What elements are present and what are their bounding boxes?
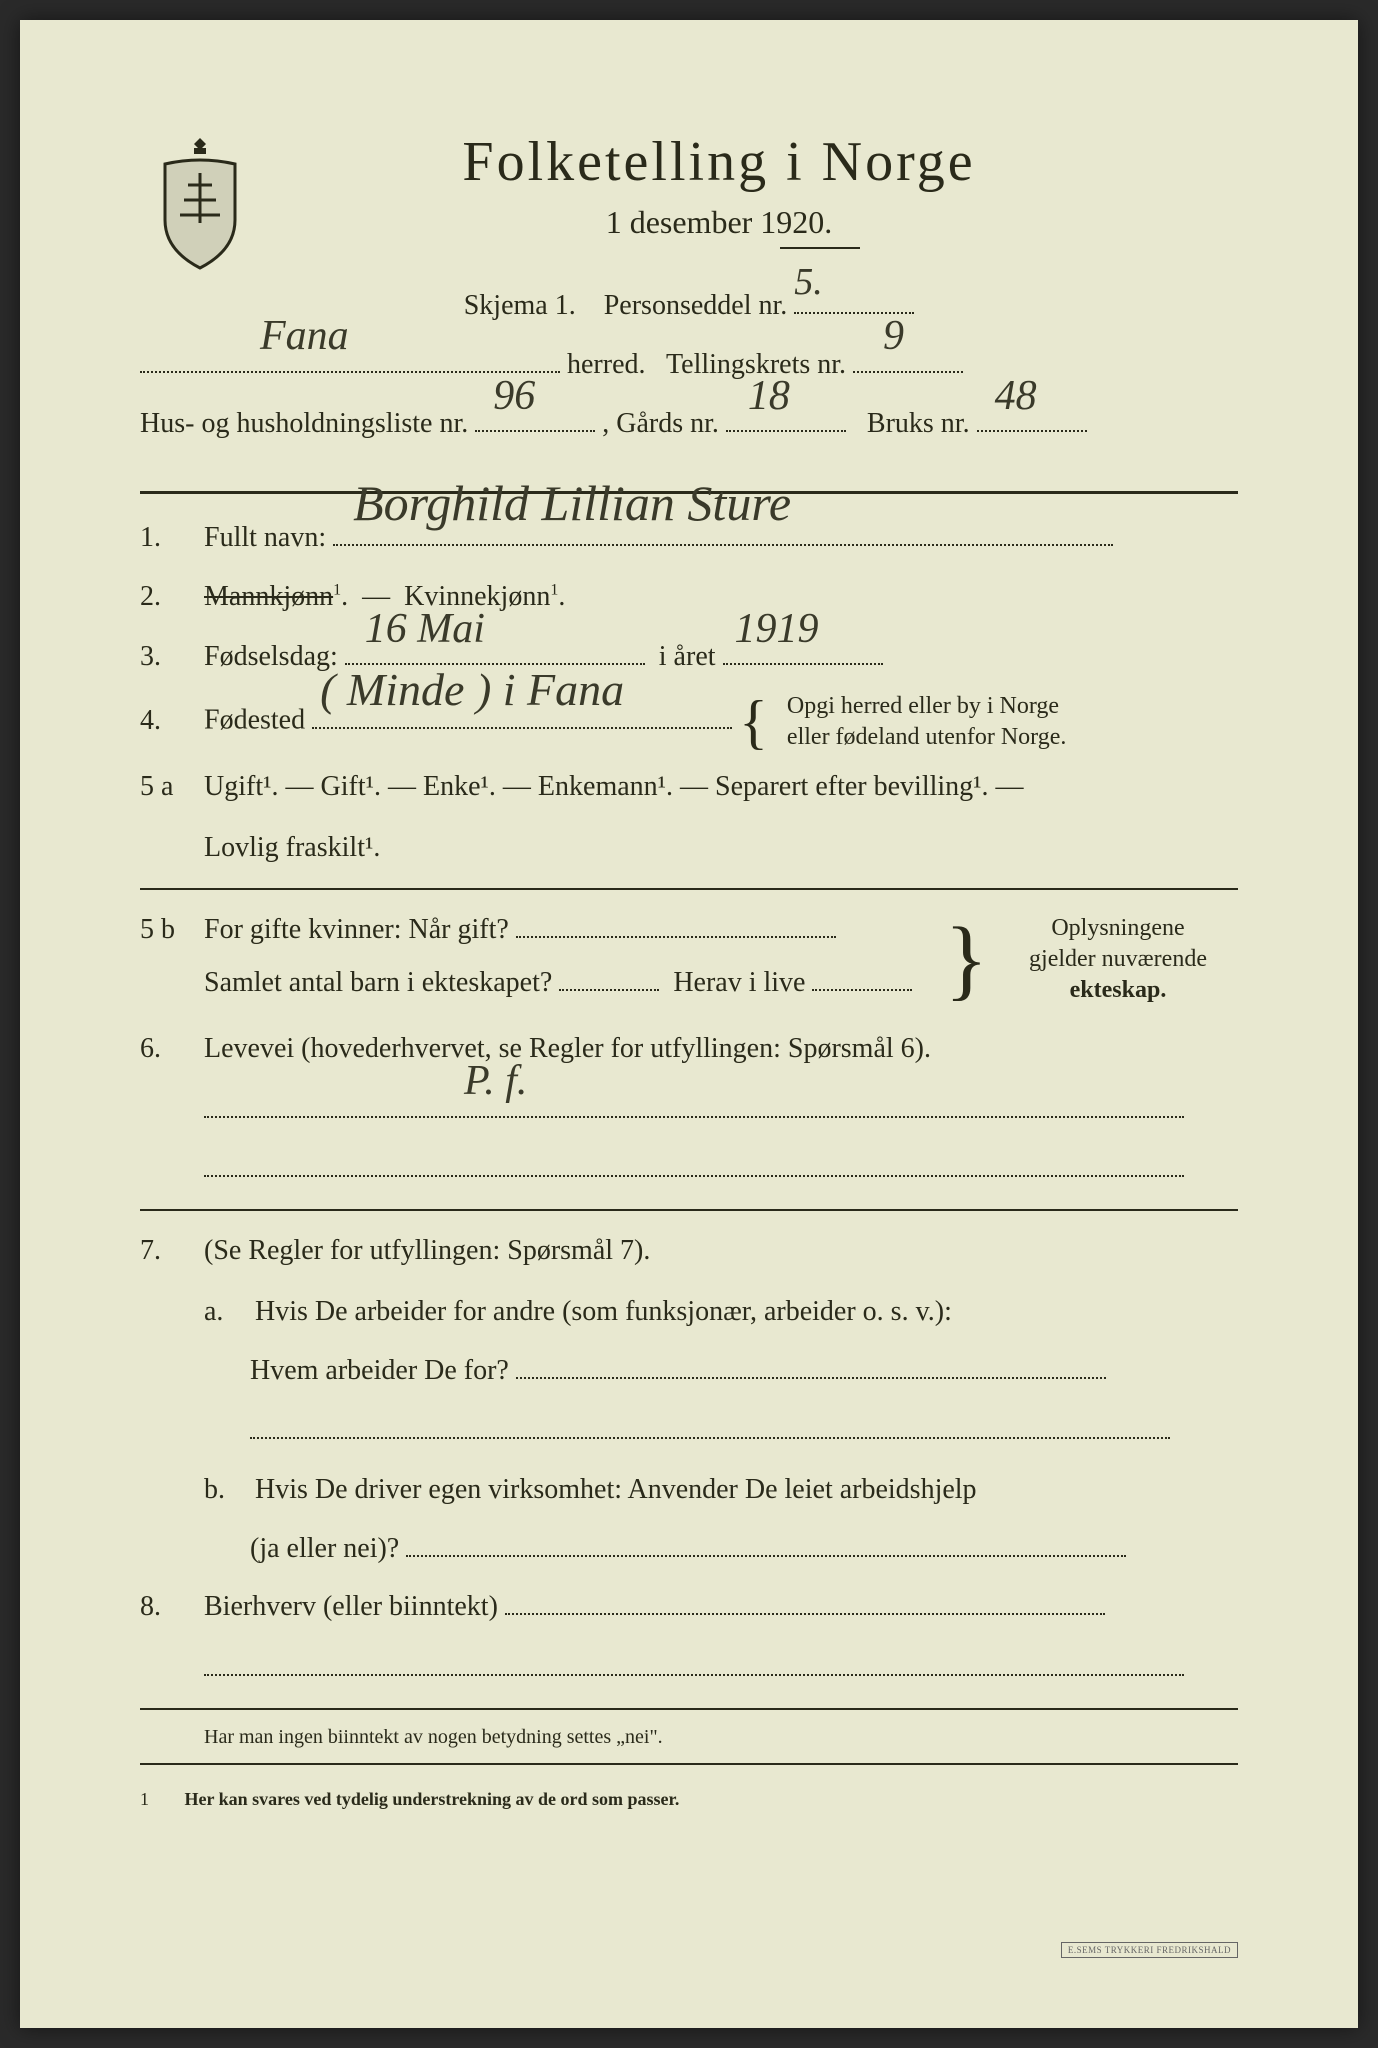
skjema-label: Skjema 1.: [464, 290, 576, 321]
q7a-field2-line: [250, 1404, 1238, 1457]
q1-num: 1.: [140, 512, 204, 564]
herred-line: Fana herred. Tellingskrets nr. 9: [140, 338, 1238, 391]
personseddel-value: 5.: [794, 246, 823, 318]
rule-2: [140, 888, 1238, 890]
q6: 6. Levevei (hovederhvervet, se Regler fo…: [140, 1023, 1238, 1075]
q7a-field2[interactable]: [250, 1409, 1170, 1439]
q5b-l2b: Herav i live: [673, 967, 805, 998]
q4-note: Opgi herred eller by i Norge eller fødel…: [787, 691, 1107, 753]
gards-value: 18: [748, 357, 790, 437]
q5a-text: Ugift¹. — Gift¹. — Enke¹. — Enkemann¹. —…: [204, 771, 1024, 802]
q7-label: (Se Regler for utfyllingen: Spørsmål 7).: [204, 1225, 1238, 1277]
q4-num: 4.: [140, 695, 204, 747]
page-subtitle: 1 desember 1920.: [200, 204, 1238, 241]
gards-field[interactable]: 18: [726, 402, 846, 432]
q3-year-label: i året: [659, 641, 716, 672]
q8: 8. Bierhverv (eller biinntekt): [140, 1581, 1238, 1633]
q3-year-value: 1919: [735, 591, 819, 669]
q7a-field[interactable]: [516, 1349, 1106, 1379]
q8-field2-line: [204, 1641, 1238, 1694]
q6-value: P. f.: [464, 1042, 527, 1122]
q3-year-field[interactable]: 1919: [723, 635, 883, 665]
q3-num: 3.: [140, 631, 204, 683]
q5b-l2a: Samlet antal barn i ekteskapet?: [204, 967, 552, 998]
q7a: a. Hvis De arbeider for andre (som funks…: [204, 1285, 1238, 1338]
q6-field-line: P. f.: [204, 1083, 1238, 1136]
q2-num: 2.: [140, 571, 204, 623]
q5b-l1-label: For gifte kvinner: Når gift?: [204, 914, 509, 945]
personseddel-label: Personseddel nr.: [604, 290, 788, 321]
q7b: b. Hvis De driver egen virksomhet: Anven…: [204, 1463, 1238, 1516]
footnote-nei: Har man ingen biinntekt av nogen betydni…: [204, 1726, 1238, 1749]
q5b: 5 b For gifte kvinner: Når gift? Samlet …: [140, 904, 1238, 1015]
q7a-line2: Hvem arbeider De for?: [250, 1344, 1238, 1397]
q7-num: 7.: [140, 1225, 204, 1277]
footnote-1: 1 Her kan svares ved tydelig understrekn…: [140, 1789, 1238, 1810]
q2-mann: Mannkjønn: [204, 581, 333, 612]
q1-value: Borghild Lillian Sture: [353, 457, 791, 550]
q5a-num: 5 a: [140, 761, 204, 813]
shield-svg: [150, 130, 250, 270]
q2: 2. Mannkjønn1. — Kvinnekjønn1.: [140, 571, 1238, 623]
q6-label: Levevei (hovederhvervet, se Regler for u…: [204, 1023, 1238, 1075]
q6-num: 6.: [140, 1023, 204, 1075]
q8-field[interactable]: [505, 1585, 1105, 1615]
page-title: Folketelling i Norge: [200, 130, 1238, 194]
bruks-value: 48: [995, 357, 1037, 437]
q7b-line2: (ja eller nei)?: [250, 1522, 1238, 1575]
hus-line: Hus- og husholdningsliste nr. 96 , Gårds…: [140, 397, 1238, 450]
bruks-field[interactable]: 48: [977, 402, 1087, 432]
gards-label: , Gårds nr.: [602, 408, 719, 439]
q7b-line1: Hvis De driver egen virksomhet: Anvender…: [255, 1474, 977, 1505]
q6-field[interactable]: P. f.: [204, 1088, 1184, 1118]
header: Folketelling i Norge 1 desember 1920. Sk…: [140, 130, 1238, 451]
hus-value: 96: [493, 357, 535, 437]
q4-field[interactable]: ( Minde ) i Fana: [312, 699, 732, 729]
q1-label: Fullt navn:: [204, 522, 326, 553]
q7b-num: b.: [204, 1463, 248, 1516]
q7b-field[interactable]: [406, 1527, 1126, 1557]
tellingskrets-field[interactable]: 9: [853, 343, 963, 373]
brace-tall-icon: }: [945, 937, 988, 982]
q1: 1. Fullt navn: Borghild Lillian Sture: [140, 512, 1238, 564]
q7a-line1: Hvis De arbeider for andre (som funksjon…: [255, 1296, 952, 1327]
bruks-label: Bruks nr.: [867, 408, 970, 439]
q6-field2-line: [204, 1142, 1238, 1195]
printer-stamp: E.SEMS TRYKKERI FREDRIKSHALD: [1061, 1942, 1238, 1958]
rule-5: [140, 1763, 1238, 1765]
rule-4: [140, 1708, 1238, 1710]
q6-field2[interactable]: [204, 1147, 1184, 1177]
q5b-barn-field[interactable]: [559, 961, 659, 991]
q4-value: ( Minde ) i Fana: [320, 647, 624, 732]
q5b-num: 5 b: [140, 904, 204, 956]
q4: 4. Fødested ( Minde ) i Fana { Opgi herr…: [140, 691, 1238, 753]
q7a-num: a.: [204, 1285, 248, 1338]
q8-field2[interactable]: [204, 1646, 1184, 1676]
hus-field[interactable]: 96: [475, 402, 595, 432]
q5a-cont: Lovlig fraskilt¹.: [204, 821, 1238, 874]
q5b-note: Oplysningene gjelder nuværende ekteskap.: [998, 913, 1238, 1007]
q4-label: Fødested: [204, 705, 305, 736]
census-form-page: Folketelling i Norge 1 desember 1920. Sk…: [20, 20, 1358, 2028]
herred-label: herred.: [567, 349, 646, 380]
q7: 7. (Se Regler for utfyllingen: Spørsmål …: [140, 1225, 1238, 1277]
rule-3: [140, 1209, 1238, 1211]
q3-label: Fødselsdag:: [204, 641, 338, 672]
herred-value: Fana: [260, 297, 349, 377]
q5b-live-field[interactable]: [812, 961, 912, 991]
q3: 3. Fødselsdag: 16 Mai i året 1919: [140, 631, 1238, 683]
q8-label: Bierhverv (eller biinntekt): [204, 1591, 498, 1622]
coat-of-arms-icon: [150, 130, 250, 270]
q8-num: 8.: [140, 1581, 204, 1633]
q5b-line2: Samlet antal barn i ekteskapet? Herav i …: [204, 956, 935, 1009]
q1-field[interactable]: Borghild Lillian Sture: [333, 516, 1113, 546]
hus-label: Hus- og husholdningsliste nr.: [140, 408, 468, 439]
brace-icon: {: [739, 707, 768, 737]
q5a: 5 a Ugift¹. — Gift¹. — Enke¹. — Enkemann…: [140, 761, 1238, 813]
q5b-gift-field[interactable]: [516, 908, 836, 938]
tellingskrets-value: 9: [883, 297, 904, 377]
